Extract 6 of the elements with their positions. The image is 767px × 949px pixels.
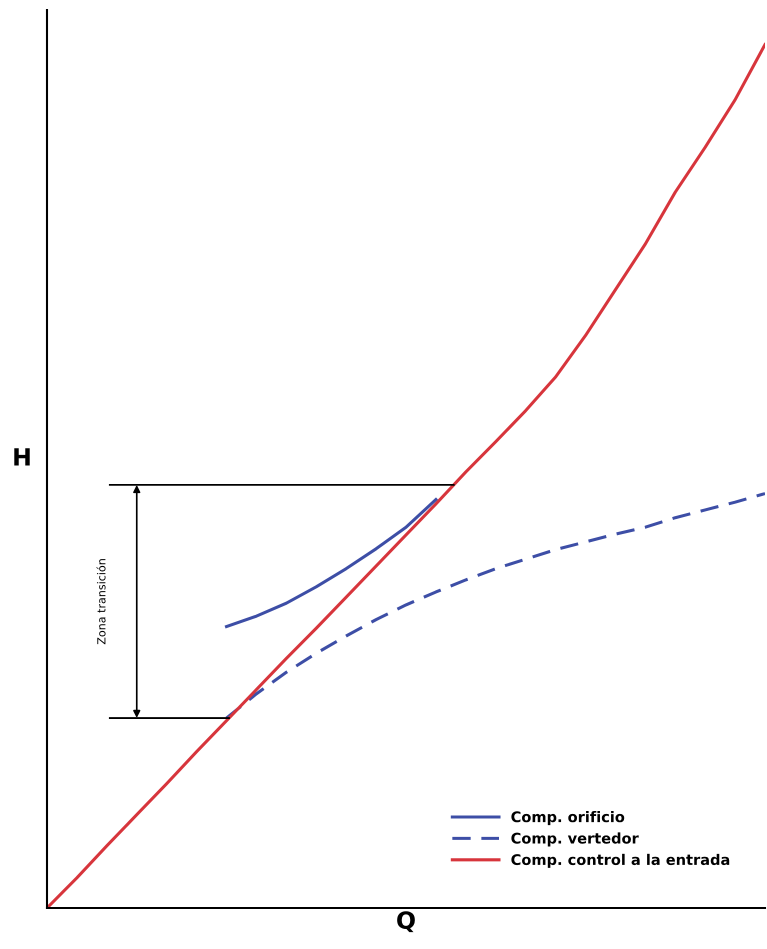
y-axis-title: H <box>14 448 30 466</box>
annotation: Zona transición <box>96 559 106 644</box>
x-axis-title: Q <box>397 911 415 932</box>
legend-label: Comp. vertedor <box>511 832 639 847</box>
legend-label: Comp. control a la entrada <box>511 854 730 868</box>
legend-label: Comp. orificio <box>511 811 624 826</box>
